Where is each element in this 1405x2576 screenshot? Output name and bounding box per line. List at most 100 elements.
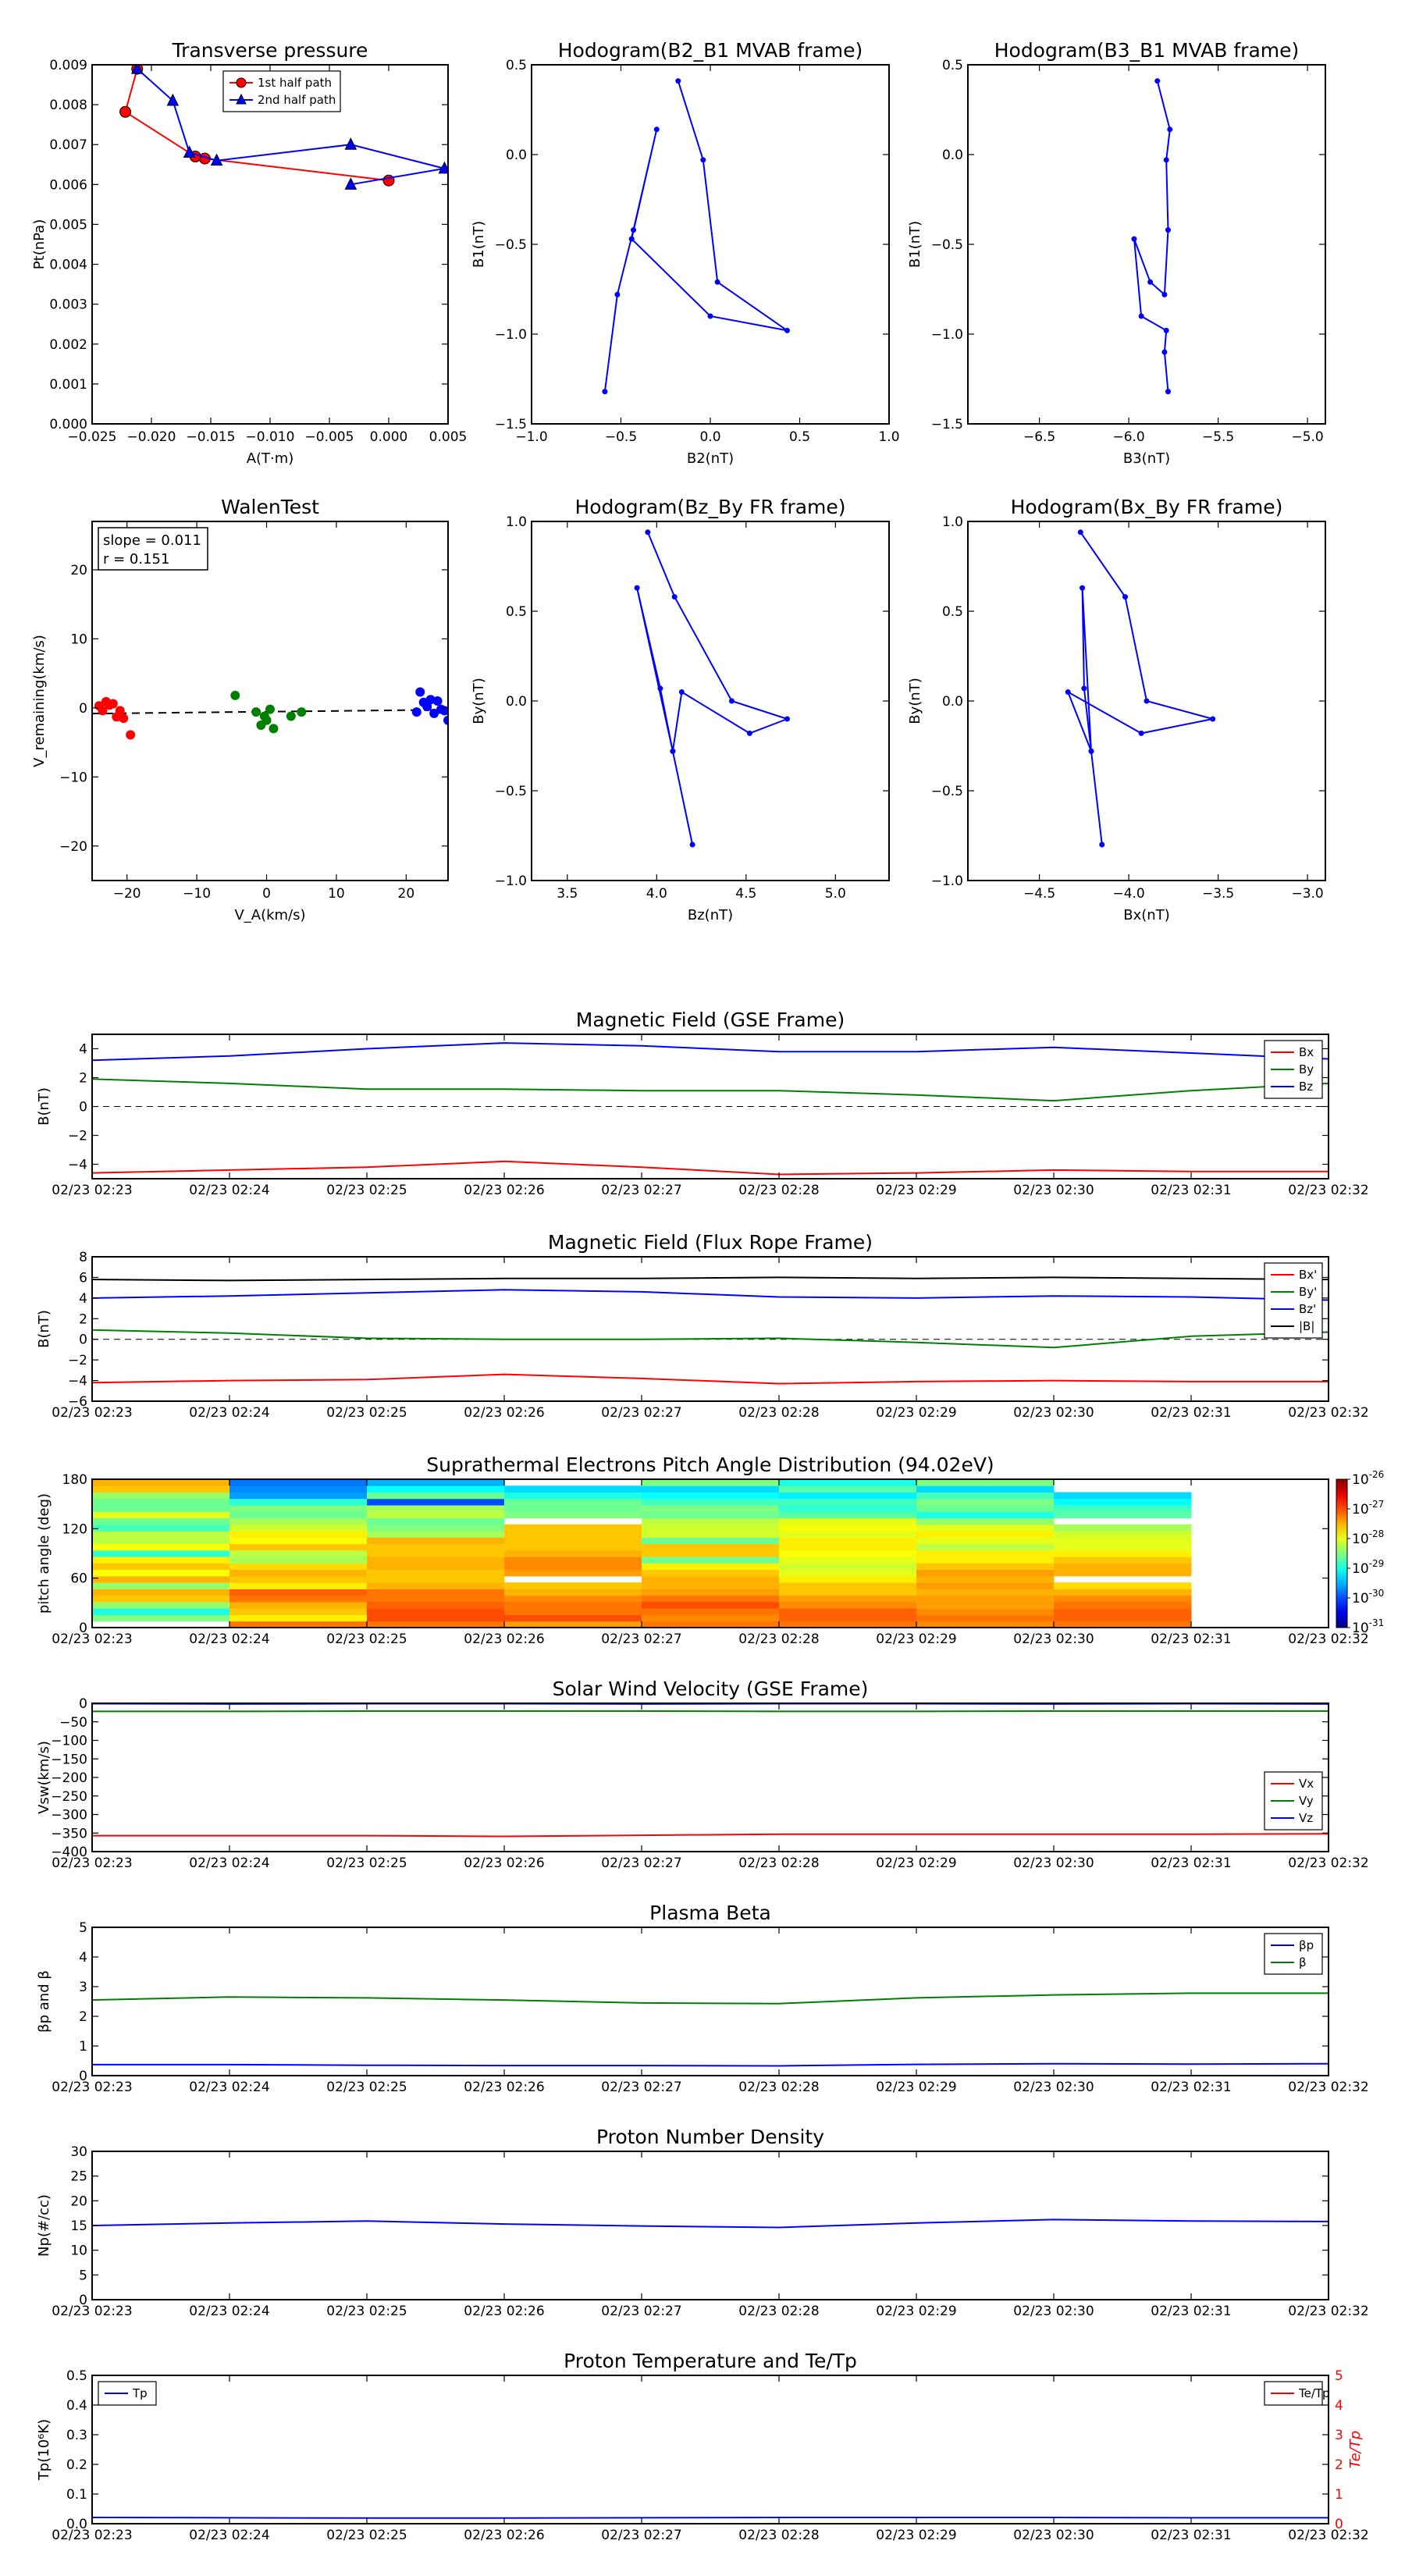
x-tick-label: 02/23 02:27 <box>601 2304 681 2319</box>
x-tick-label: −20 <box>113 886 141 902</box>
x-tick-label: −1.0 <box>515 429 547 445</box>
heatmap-cell <box>916 1550 1055 1557</box>
x-tick-label: −3.0 <box>1291 886 1323 902</box>
heatmap-cell <box>916 1601 1055 1609</box>
heatmap-cell <box>1054 1621 1192 1628</box>
plot-area <box>92 687 448 740</box>
plot-area <box>1065 529 1216 848</box>
plot-area <box>1131 78 1173 395</box>
y-tick-label: 2 <box>79 2009 87 2025</box>
series-line-0 <box>92 1373 1329 1385</box>
chart-title: WalenTest <box>221 496 319 518</box>
legend-label: Vy <box>1299 1794 1314 1808</box>
heatmap-cell <box>779 1531 917 1538</box>
x-tick-label: 02/23 02:25 <box>326 1856 407 1871</box>
y2-tick-label: 1 <box>1335 2487 1343 2503</box>
heatmap-cell <box>779 1614 917 1622</box>
y-tick-label: 0.0 <box>942 148 963 163</box>
heatmap-cell <box>229 1595 368 1603</box>
y-tick-label: 0.5 <box>506 604 527 620</box>
x-tick-label: 02/23 02:24 <box>189 2080 269 2095</box>
legend-marker <box>236 77 247 88</box>
y-tick-label: 4 <box>79 1042 87 1058</box>
heatmap-cell <box>229 1582 368 1589</box>
heatmap-cell <box>229 1621 368 1628</box>
x-tick-label: −0.025 <box>68 429 117 445</box>
x-tick-label: 4.5 <box>735 886 756 902</box>
scatter-point <box>411 707 422 717</box>
heatmap-cell <box>642 1563 780 1571</box>
heatmap-cell <box>229 1569 368 1577</box>
heatmap-cell <box>504 1543 642 1551</box>
x-tick-label: 0.000 <box>370 429 408 445</box>
heatmap-cell <box>504 1531 642 1538</box>
heatmap-cell <box>92 1492 230 1500</box>
heatmap-cell <box>229 1498 368 1506</box>
x-tick-label: −6.0 <box>1112 429 1144 445</box>
plot-frame <box>967 521 1326 881</box>
data-point <box>210 153 223 166</box>
x-tick-label: 02/23 02:28 <box>738 2080 819 2095</box>
x-tick-label: 02/23 02:23 <box>52 2304 132 2319</box>
x-tick-label: 5.0 <box>825 886 846 902</box>
y-tick-label: −10 <box>59 770 87 785</box>
heatmap-cell <box>642 1524 780 1532</box>
chart-title: Solar Wind Velocity (GSE Frame) <box>553 1678 869 1700</box>
data-point <box>1088 748 1094 754</box>
y2-tick-label: 0 <box>1335 2517 1343 2532</box>
heatmap-cell <box>1054 1608 1192 1615</box>
heatmap-cell <box>1054 1601 1192 1609</box>
data-point <box>714 279 720 285</box>
x-tick-label: 02/23 02:26 <box>464 2304 544 2319</box>
data-point <box>653 126 660 133</box>
heatmap-cell <box>779 1498 917 1506</box>
data-point <box>1144 698 1150 704</box>
colorbar-exponent: -31 <box>1369 1617 1385 1628</box>
x-tick-label: 02/23 02:32 <box>1288 1183 1368 1198</box>
chart-title: Transverse pressure <box>172 39 368 62</box>
heatmap-cell <box>779 1550 917 1557</box>
data-point <box>689 841 695 848</box>
chart-title: Hodogram(Bx_By FR frame) <box>1011 496 1283 518</box>
legend-label: Vz <box>1299 1811 1313 1825</box>
scatter-point <box>286 711 296 721</box>
heatmap-cell <box>92 1543 230 1551</box>
y-tick-label: 1.0 <box>506 514 527 530</box>
scatter-point <box>108 699 118 709</box>
heatmap-cell <box>367 1589 505 1596</box>
heatmap-cell <box>92 1557 230 1564</box>
x-tick-label: −4.5 <box>1023 886 1055 902</box>
heatmap-cell <box>916 1614 1055 1622</box>
chart-title: Hodogram(B3_B1 MVAB frame) <box>994 39 1300 62</box>
legend-label: 1st half path <box>258 76 332 90</box>
heatmap-cell <box>92 1614 230 1622</box>
data-point <box>1077 529 1083 535</box>
colorbar-exponent: -27 <box>1369 1499 1385 1510</box>
x-tick-label: 02/23 02:28 <box>738 1856 819 1871</box>
heatmap-cell <box>779 1563 917 1571</box>
heatmap-cell <box>916 1511 1055 1519</box>
x-tick-label: 02/23 02:23 <box>52 2528 132 2543</box>
data-point <box>614 291 621 297</box>
y-tick-label: −4 <box>68 1158 87 1173</box>
heatmap-cell <box>229 1492 368 1500</box>
y-tick-label: −0.5 <box>931 784 963 799</box>
heatmap-cell <box>367 1479 505 1486</box>
heatmap-cell <box>916 1621 1055 1628</box>
x-tick-label: 02/23 02:32 <box>1288 2080 1368 2095</box>
colorbar-exponent: -30 <box>1369 1588 1385 1599</box>
x-tick-label: 02/23 02:29 <box>876 2080 956 2095</box>
y-tick-label: 0.0 <box>506 694 527 710</box>
heatmap-cell <box>92 1485 230 1493</box>
heatmap-cell <box>92 1531 230 1538</box>
heatmap-cell <box>504 1563 642 1571</box>
data-point <box>1081 685 1087 692</box>
heatmap-cell <box>642 1601 780 1609</box>
heatmap-cell <box>779 1601 917 1609</box>
scatter-point <box>422 702 432 712</box>
y-axis-label: B1(nT) <box>471 221 487 268</box>
y2-axis-label: Te/Tp <box>1347 2431 1364 2468</box>
heatmap-cell <box>92 1595 230 1603</box>
panel-walen: WalenTest −20 −10 0 10 20 −20 −10 0 10 20 V_A(km/s)… <box>31 496 449 923</box>
y-tick-label: 120 <box>62 1521 87 1537</box>
